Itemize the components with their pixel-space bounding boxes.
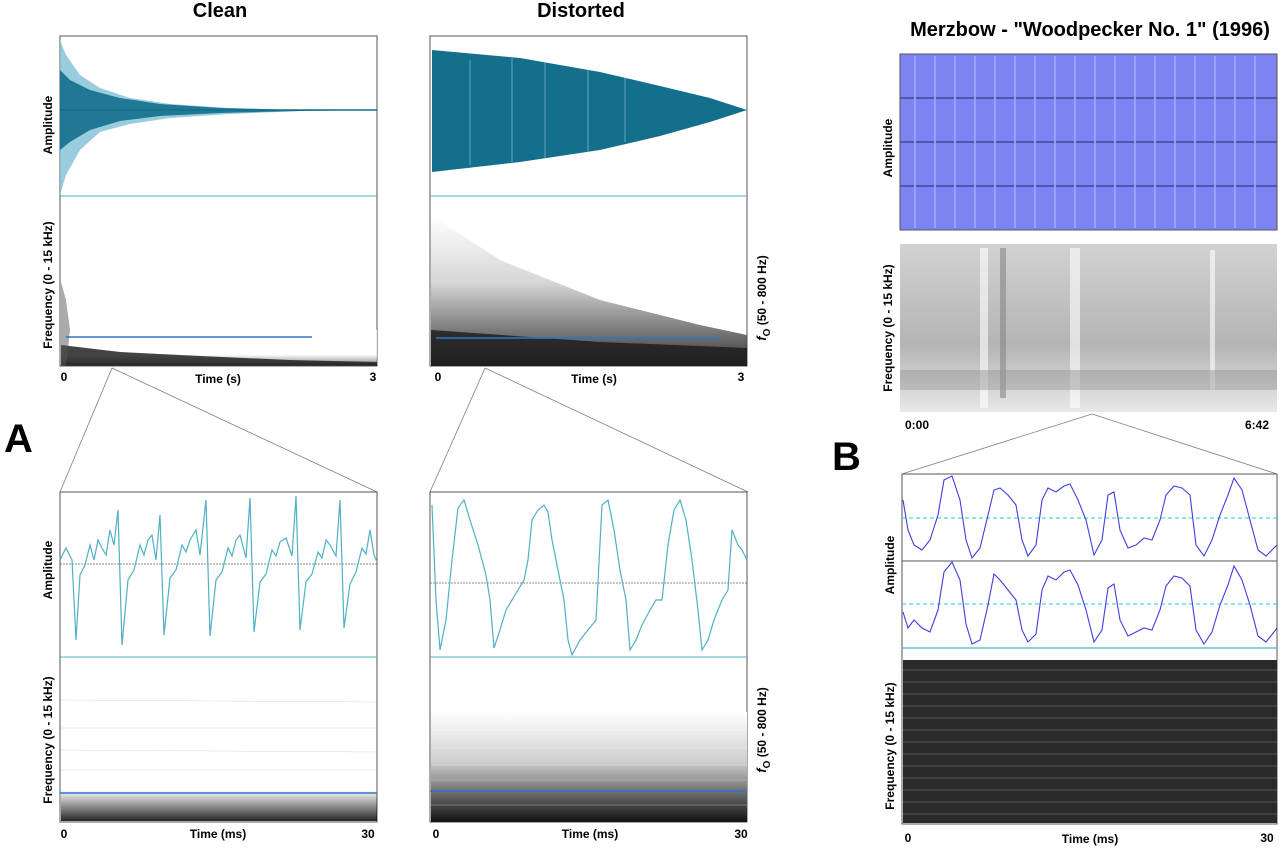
- distorted-zoom-time-label: Time (ms): [562, 827, 618, 841]
- clean-zoom-frequency-label: Frequency (0 - 15 kHz): [41, 676, 55, 803]
- clean-tick-0: 0: [61, 370, 68, 384]
- distorted-title: Distorted: [537, 0, 625, 22]
- merzbow-zoom-trace-1: [902, 475, 1278, 560]
- merzbow-frequency-label: Frequency (0 - 15 kHz): [881, 264, 895, 391]
- distorted-zoom-f0-axis-label: fO (50 - 800 Hz): [754, 687, 773, 773]
- merzbow-zoom-tick-0: 0: [905, 831, 912, 845]
- clean-zoom-waveform: [59, 495, 378, 646]
- zoom-connectors-b: [901, 413, 1278, 475]
- merzbow-zoom-plot: Amplitude Frequency (0 - 15 kHz) 0 30 Ti…: [883, 473, 1278, 846]
- merzbow-spectrogram-features: [900, 248, 1277, 408]
- clean-zoom-time-label: Time (ms): [190, 827, 246, 841]
- distorted-envelope-streaks: [469, 58, 626, 165]
- clean-time-label: Time (s): [195, 372, 241, 386]
- distorted-zoom-tick-30: 30: [734, 827, 748, 841]
- clean-zoom-plot: Amplitude Frequency (0 - 15 kHz) 0 30 Ti…: [41, 491, 378, 841]
- merzbow-tick-start: 0:00: [905, 418, 929, 432]
- distorted-spectrogram-fan: [431, 215, 747, 366]
- distorted-zoom-tick-0: 0: [433, 827, 440, 841]
- distorted-overview-plot: 0 3 Time (s) fO (50 - 800 Hz): [429, 35, 773, 386]
- distorted-zoom-plot: 0 30 Time (ms) fO (50 - 800 Hz): [429, 491, 773, 841]
- clean-zoom-tick-0: 0: [61, 827, 68, 841]
- zoom-connectors-a: [59, 367, 749, 493]
- distorted-decay-envelope: [432, 50, 747, 172]
- distorted-zoom-waveform: [431, 498, 748, 657]
- clean-title: Clean: [193, 0, 247, 22]
- clean-spectrogram-low-band: [61, 345, 377, 366]
- merzbow-zoom-frequency-label: Frequency (0 - 15 kHz): [883, 682, 897, 809]
- merzbow-title: Merzbow - "Woodpecker No. 1" (1996): [910, 19, 1270, 41]
- merzbow-overview-plot: Amplitude Frequency (0 - 15 kHz) 0:00 6:…: [881, 53, 1278, 432]
- clean-zoom-tick-30: 30: [361, 827, 375, 841]
- merzbow-amplitude-label: Amplitude: [881, 118, 895, 177]
- merzbow-zoom-tick-30: 30: [1260, 831, 1274, 845]
- merzbow-zoom-time-label: Time (ms): [1062, 832, 1118, 846]
- distorted-tick-0: 0: [435, 370, 442, 384]
- panel-b-label: B: [832, 435, 861, 479]
- clean-zoom-spectrogram-low: [61, 790, 377, 821]
- merzbow-zoom-trace-2: [902, 560, 1278, 646]
- clean-amplitude-label: Amplitude: [41, 95, 55, 154]
- clean-tick-3: 3: [370, 370, 377, 384]
- clean-zoom-amplitude-label: Amplitude: [41, 540, 55, 599]
- merzbow-tick-end: 6:42: [1245, 418, 1269, 432]
- merzbow-zoom-amplitude-label: Amplitude: [883, 535, 897, 594]
- merzbow-zoom-spectrogram: [903, 660, 1277, 823]
- distorted-f0-axis-label: fO (50 - 800 Hz): [754, 255, 773, 341]
- panel-a-label: A: [4, 417, 33, 461]
- distorted-zoom-spectrogram: [431, 712, 747, 822]
- clean-overview-plot: Amplitude Frequency (0 - 15 kHz) 0 3 Tim…: [41, 35, 378, 386]
- merzbow-amplitude-texture: [914, 56, 1256, 228]
- distorted-tick-3: 3: [738, 370, 745, 384]
- clean-frequency-label: Frequency (0 - 15 kHz): [41, 221, 55, 348]
- distorted-time-label: Time (s): [571, 372, 617, 386]
